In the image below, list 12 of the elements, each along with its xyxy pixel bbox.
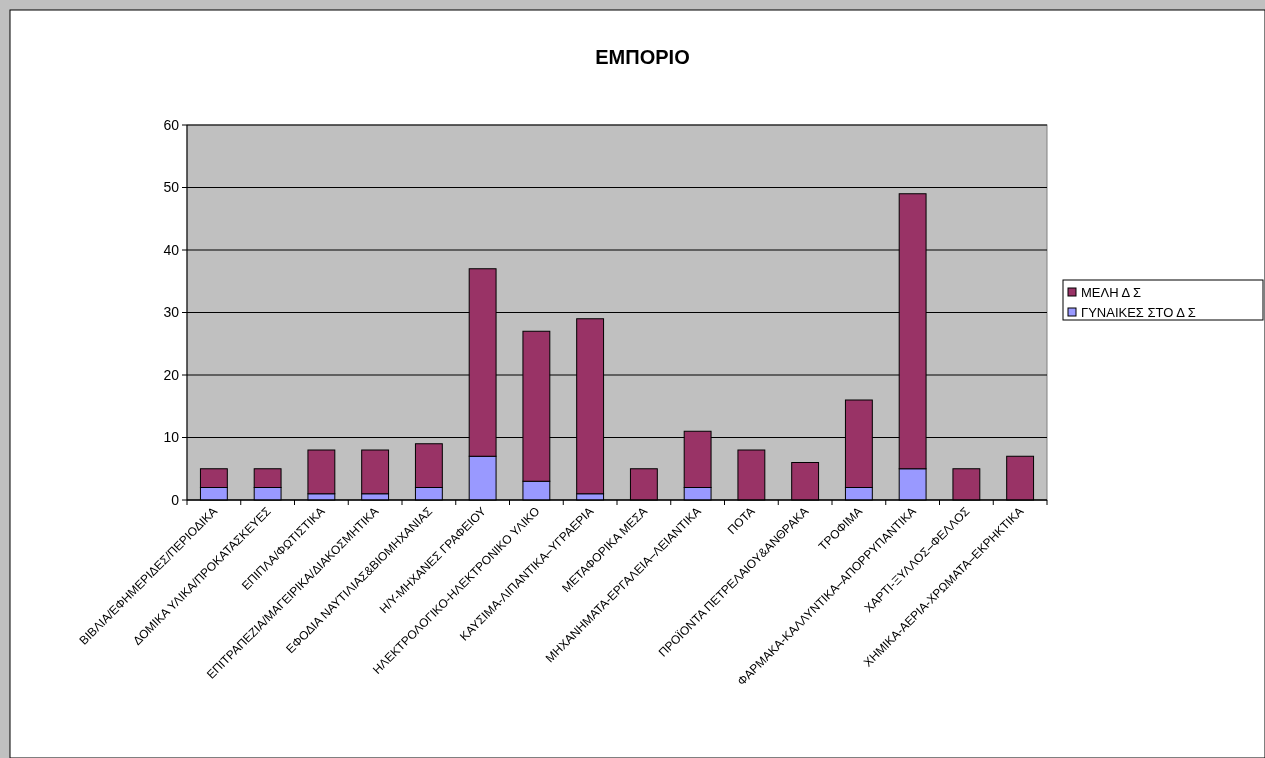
- legend-label: ΓΥΝΑΙΚΕΣ ΣΤΟ Δ Σ: [1081, 304, 1196, 320]
- y-tick-label: 30: [163, 304, 180, 321]
- y-tick-label: 40: [163, 241, 180, 258]
- y-tick-label: 0: [171, 491, 180, 508]
- y-tick-label: 60: [163, 116, 180, 133]
- bar: [361, 449, 390, 495]
- chart-title: ΕΜΠΟΡΙΟ: [595, 46, 690, 68]
- y-tick-label: 10: [163, 429, 180, 446]
- y-tick-label: 20: [163, 366, 180, 383]
- y-tick-label: 50: [163, 179, 180, 196]
- legend-label: ΜΕΛΗ Δ Σ: [1081, 284, 1142, 300]
- bar: [307, 449, 336, 495]
